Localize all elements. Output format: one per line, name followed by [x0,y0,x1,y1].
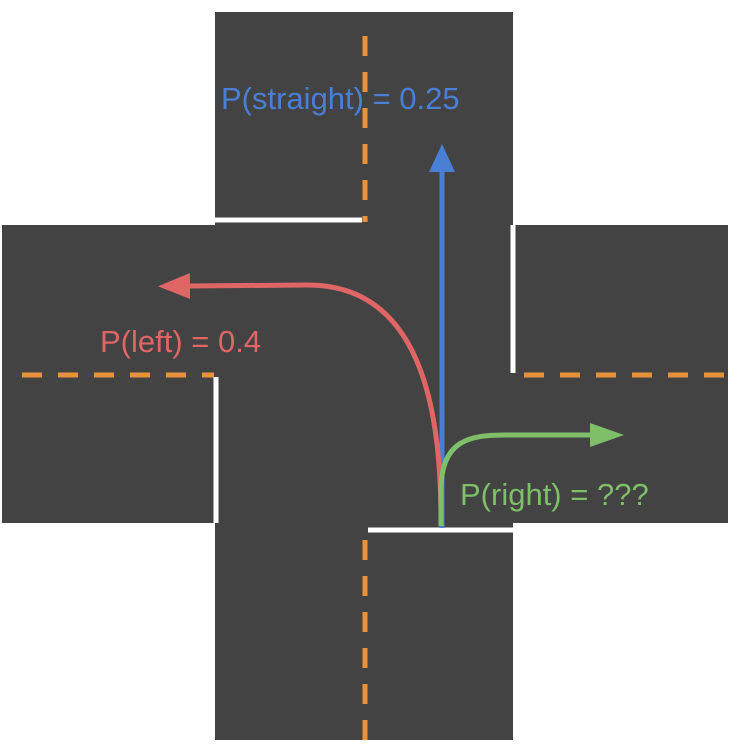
center-lines [22,36,728,740]
right-probability-label: P(right) = ??? [460,477,649,512]
left-probability-label: P(left) = 0.4 [100,324,261,359]
right-arrow [438,423,624,526]
stop-lines [213,217,516,533]
straight-probability-label: P(straight) = 0.25 [221,81,460,116]
